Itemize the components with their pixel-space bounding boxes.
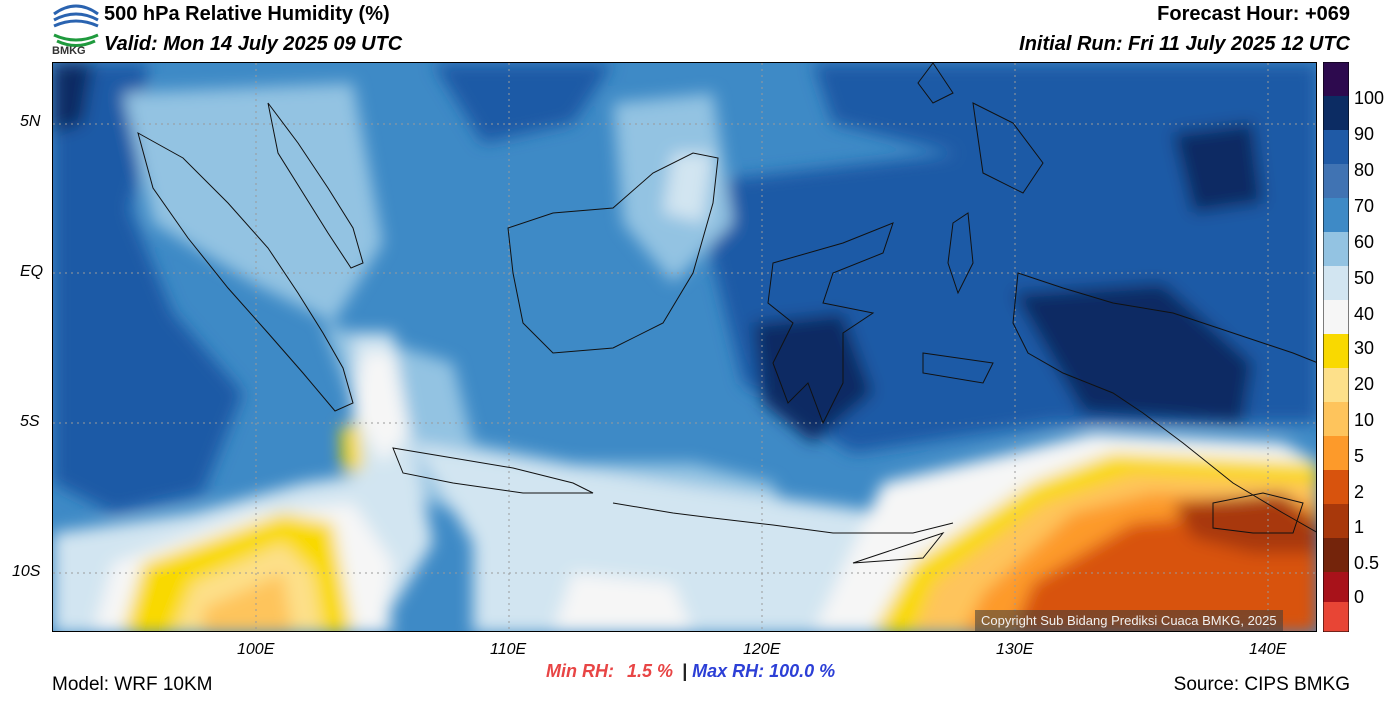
colorbar-label-90: 90 — [1354, 124, 1375, 144]
map-title: 500 hPa Relative Humidity (%) — [104, 3, 390, 25]
source-label: Source: CIPS BMKG — [1173, 674, 1350, 695]
colorbar-label-50: 50 — [1354, 268, 1375, 288]
colorbar-label-30: 30 — [1354, 338, 1375, 358]
graticule — [53, 63, 1316, 631]
copyright-notice: Copyright Sub Bidang Prediksi Cuaca BMKG… — [975, 610, 1283, 631]
bmkg-logo-icon — [53, 4, 99, 47]
max-rh-label: Max RH: — [692, 661, 765, 681]
lon-label-110e: 110E — [490, 641, 527, 658]
colorbar-label-60: 60 — [1354, 232, 1375, 252]
lat-label-5n: 5N — [20, 113, 41, 130]
bmkg-logo-text: BMKG — [52, 45, 86, 57]
colorbar-label-80: 80 — [1354, 160, 1375, 180]
initial-run: Initial Run: Fri 11 July 2025 12 UTC — [1019, 33, 1350, 55]
colorbar-label-2: 2 — [1354, 482, 1365, 502]
colorbar-label-70: 70 — [1354, 196, 1375, 216]
colorbar-label-20: 20 — [1354, 374, 1375, 394]
valid-time: Valid: Mon 14 July 2025 09 UTC — [104, 33, 403, 55]
humidity-map — [52, 62, 1317, 632]
lon-label-100e: 100E — [237, 641, 275, 658]
lon-label-140e: 140E — [1249, 641, 1287, 658]
stats-separator: | — [682, 661, 688, 681]
forecast-hour: Forecast Hour: +069 — [1157, 3, 1350, 25]
colorbar-swatches — [1322, 61, 1350, 633]
model-label: Model: WRF 10KM — [52, 674, 213, 695]
colorbar-label-40: 40 — [1354, 304, 1375, 324]
colorbar-label-10: 10 — [1354, 410, 1375, 430]
lat-label-10s: 10S — [12, 563, 41, 580]
colorbar-label-100: 100 — [1354, 88, 1385, 108]
lon-label-120e: 120E — [743, 641, 781, 658]
colorbar-label-0: 0 — [1354, 587, 1365, 607]
lat-label-eq: EQ — [20, 263, 44, 280]
min-rh-value: 1.5 % — [627, 661, 674, 681]
humidity-field — [53, 63, 1316, 631]
colorbar — [1322, 61, 1350, 633]
colorbar-label-5: 5 — [1354, 446, 1365, 466]
lat-label-5s: 5S — [20, 413, 40, 430]
min-rh-label: Min RH: — [546, 661, 614, 681]
colorbar-label-0-5: 0.5 — [1354, 553, 1380, 573]
coastlines — [137, 63, 1316, 564]
lon-label-130e: 130E — [996, 641, 1034, 658]
max-rh-value: 100.0 % — [769, 661, 836, 681]
bmkg-logo — [52, 2, 100, 60]
colorbar-label-1: 1 — [1354, 517, 1365, 537]
rh-stats: Min RH: 1.5 % | Max RH: 100.0 % — [546, 661, 835, 682]
